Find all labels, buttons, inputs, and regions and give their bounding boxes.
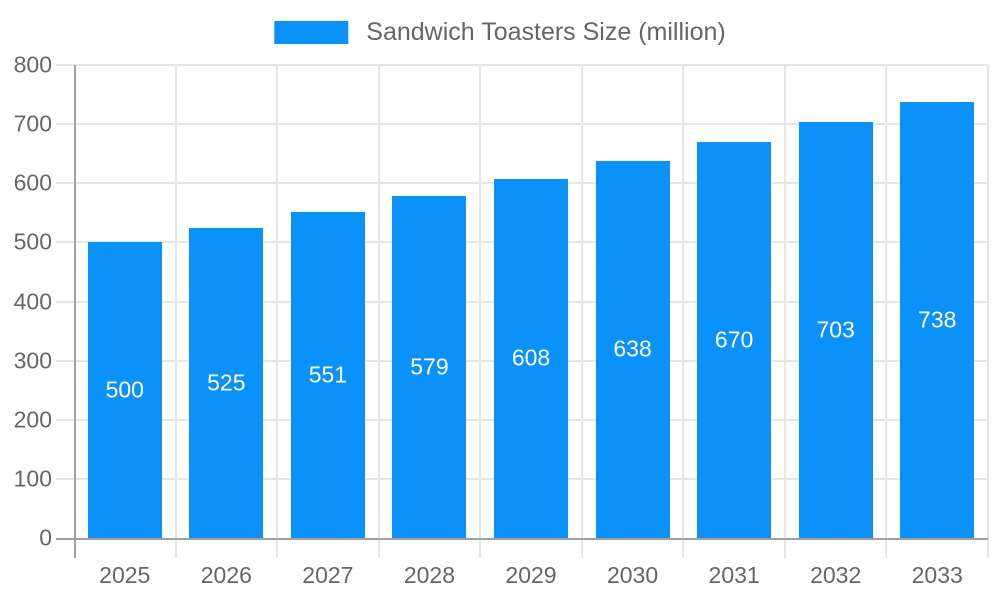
x-tick-label: 2031 bbox=[708, 562, 760, 588]
bar-value-label: 608 bbox=[511, 344, 551, 371]
bar-value-label: 738 bbox=[918, 306, 957, 333]
x-gridline bbox=[987, 65, 989, 558]
bar-value-label: 670 bbox=[714, 326, 754, 353]
x-gridline bbox=[885, 65, 888, 558]
bar-value-label: 551 bbox=[308, 361, 348, 388]
x-tick-label: 2026 bbox=[200, 562, 252, 588]
x-gridline bbox=[377, 65, 380, 558]
y-axis-line bbox=[74, 65, 76, 558]
bar[interactable] bbox=[392, 195, 467, 538]
x-axis-line bbox=[56, 538, 988, 540]
x-gridline bbox=[276, 65, 279, 558]
x-tick-label: 2033 bbox=[911, 562, 963, 588]
y-tick-label: 0 bbox=[39, 524, 52, 551]
y-tick-label: 300 bbox=[13, 347, 52, 374]
bar[interactable] bbox=[595, 160, 670, 538]
bar-value-label: 500 bbox=[105, 376, 144, 403]
bar-value-label: 703 bbox=[816, 316, 855, 343]
x-tick-label: 2027 bbox=[302, 562, 354, 588]
x-gridline bbox=[479, 65, 482, 558]
y-gridline bbox=[56, 123, 988, 126]
bar-value-label: 638 bbox=[613, 335, 652, 362]
y-tick-label: 100 bbox=[13, 465, 52, 492]
x-tick-label: 2029 bbox=[505, 562, 557, 588]
bar[interactable] bbox=[494, 178, 568, 538]
y-tick-label: 600 bbox=[13, 169, 52, 196]
x-gridline bbox=[682, 65, 685, 558]
y-tick-label: 200 bbox=[13, 406, 52, 433]
bar[interactable] bbox=[697, 141, 772, 538]
x-tick-label: 2030 bbox=[606, 562, 659, 588]
bar[interactable] bbox=[189, 227, 264, 538]
legend-label: Sandwich Toasters Size (million) bbox=[366, 18, 726, 46]
y-tick-label: 700 bbox=[13, 110, 52, 137]
y-tick-label: 800 bbox=[13, 51, 52, 78]
bar-value-label: 579 bbox=[410, 353, 449, 380]
bar[interactable] bbox=[798, 122, 873, 538]
x-gridline bbox=[783, 65, 786, 558]
x-tick-label: 2028 bbox=[403, 562, 456, 588]
y-tick-label: 500 bbox=[13, 228, 52, 255]
bar[interactable] bbox=[87, 242, 162, 538]
legend-swatch[interactable] bbox=[274, 21, 349, 44]
bar[interactable] bbox=[900, 101, 975, 538]
bar[interactable] bbox=[290, 212, 365, 538]
x-gridline bbox=[580, 65, 583, 558]
bar-value-label: 525 bbox=[207, 369, 246, 396]
y-gridline bbox=[56, 64, 988, 66]
y-tick-label: 400 bbox=[13, 288, 52, 314]
x-gridline bbox=[174, 65, 177, 558]
chart-legend[interactable]: Sandwich Toasters Size (million) bbox=[274, 18, 726, 47]
x-tick-label: 2025 bbox=[99, 562, 151, 588]
x-tick-label: 2032 bbox=[810, 562, 862, 588]
